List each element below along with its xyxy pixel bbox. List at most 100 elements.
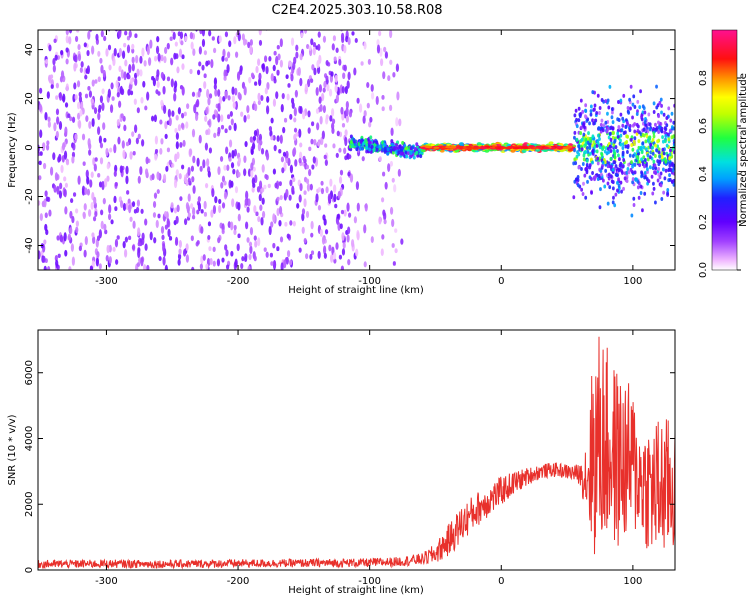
spectrogram-cell	[341, 86, 345, 94]
spectrogram-cell	[627, 162, 631, 167]
spectrogram-cell	[49, 74, 54, 79]
spectrogram-cell	[249, 227, 254, 236]
spectrogram-cell	[316, 60, 320, 69]
spectrogram-cell	[595, 110, 599, 115]
spectrogram-cell	[644, 116, 647, 121]
spectrogram-cell	[127, 198, 131, 205]
spectrogram-cell	[54, 54, 58, 61]
spectrogram-cell	[628, 97, 632, 102]
spectrogram-cell	[616, 188, 619, 193]
spectrogram-cell	[614, 145, 618, 150]
spectrogram-cell	[275, 91, 279, 99]
spectrogram-cell	[257, 58, 261, 67]
spectrogram-cell	[616, 134, 620, 139]
spectrogram-cell	[84, 74, 88, 80]
spectrogram-cell	[610, 141, 613, 146]
spectrogram-cell	[279, 38, 283, 48]
spectrogram-cell	[221, 229, 225, 235]
spectrogram-cell	[234, 87, 238, 96]
spectrogram-cell	[241, 33, 245, 41]
spectrogram-cell	[329, 115, 333, 122]
spectrogram-cell	[335, 47, 339, 53]
spectrogram-cell	[185, 202, 190, 210]
spectrogram-cell	[190, 203, 194, 210]
spectrogram-cell	[617, 99, 620, 104]
spectrogram-cell	[608, 185, 612, 190]
spectrogram-cell	[200, 226, 204, 234]
spectrogram-cell	[388, 104, 393, 112]
spectrogram-cell	[613, 151, 617, 156]
spectrogram-cell	[114, 30, 118, 32]
spectrogram-cell	[359, 139, 363, 144]
spectrogram-cell	[261, 187, 265, 193]
spectrogram-cell	[177, 253, 182, 260]
spectrogram-cell	[233, 224, 237, 231]
spectrogram-cell	[44, 112, 48, 121]
spectrogram-cell	[75, 208, 79, 214]
spectrogram-cell	[614, 164, 618, 169]
spectrogram-cell	[291, 185, 295, 195]
spectrogram-cell	[370, 84, 374, 92]
spectrogram-cell	[670, 179, 674, 184]
spectrogram-cell	[266, 105, 270, 115]
spectrogram-cell	[81, 133, 86, 141]
spectrogram-cell	[661, 139, 665, 144]
spectrogram-cell	[301, 212, 305, 222]
spectrogram-cell	[287, 83, 291, 88]
spectrogram-cell	[163, 23, 166, 28]
spectrogram-cell	[343, 209, 347, 217]
spectrogram-cell	[123, 42, 127, 48]
spectrogram-cell	[610, 125, 613, 130]
spectrogram-cell	[347, 171, 351, 177]
spectrogram-cell	[131, 43, 135, 50]
spectrogram-cell	[389, 30, 393, 39]
spectrogram-cell	[295, 44, 299, 52]
spectrogram-cell	[94, 79, 98, 84]
spectrogram-cell	[276, 69, 280, 75]
spectrogram-cell	[598, 156, 602, 161]
spectrogram-cell	[187, 212, 191, 218]
spectrogram-cell	[231, 86, 235, 95]
spectrogram-cell	[149, 231, 153, 241]
spectrogram-cell	[433, 146, 440, 149]
spectrogram-cell	[38, 103, 43, 113]
spectrogram-cell	[152, 201, 157, 208]
spectrogram-cell	[321, 130, 325, 140]
spectrogram-cell	[192, 48, 196, 56]
colorbar-label: Normalized spectral amplitude	[738, 73, 749, 227]
spectrogram-cell	[626, 105, 630, 110]
spectrogram-cell	[668, 173, 671, 178]
spectrogram-cell	[134, 124, 138, 133]
spectrogram-cell	[306, 183, 311, 192]
spectrogram-cell	[254, 103, 258, 112]
spectrogram-cell	[153, 114, 158, 123]
spectrogram-cell	[365, 145, 369, 150]
spectrogram-cell	[336, 130, 340, 137]
spectrogram-cell	[392, 146, 396, 151]
spectrogram-cell	[591, 148, 595, 153]
spectrogram-cell	[212, 114, 216, 120]
spectrogram-cell	[361, 146, 365, 151]
spectrogram-cell	[367, 140, 371, 145]
spectrogram-cell	[204, 142, 209, 151]
spectrogram-cell	[78, 91, 82, 97]
spectrogram-cell	[510, 149, 516, 153]
spectrogram-cell	[38, 200, 41, 206]
spectrogram-cell	[97, 107, 102, 113]
spectrogram-cell	[121, 50, 126, 60]
spectrogram-cell	[292, 220, 296, 227]
spectrogram-cell	[197, 196, 201, 203]
spectrogram-cell	[277, 53, 281, 61]
spectrogram-cell	[632, 196, 636, 201]
spectrogram-cell	[251, 186, 255, 193]
spectrogram-cell	[288, 259, 293, 266]
spectrogram-cell	[632, 139, 636, 144]
spectrogram-cell	[129, 78, 133, 85]
spectrogram-cell	[290, 73, 294, 82]
spectrogram-cell	[133, 98, 137, 105]
spectrogram-cell	[71, 256, 75, 266]
spectrogram-cell	[641, 133, 645, 138]
spectrogram-cell	[39, 87, 43, 94]
spectrogram-cell	[295, 51, 299, 59]
spectrogram-cell	[621, 164, 625, 169]
